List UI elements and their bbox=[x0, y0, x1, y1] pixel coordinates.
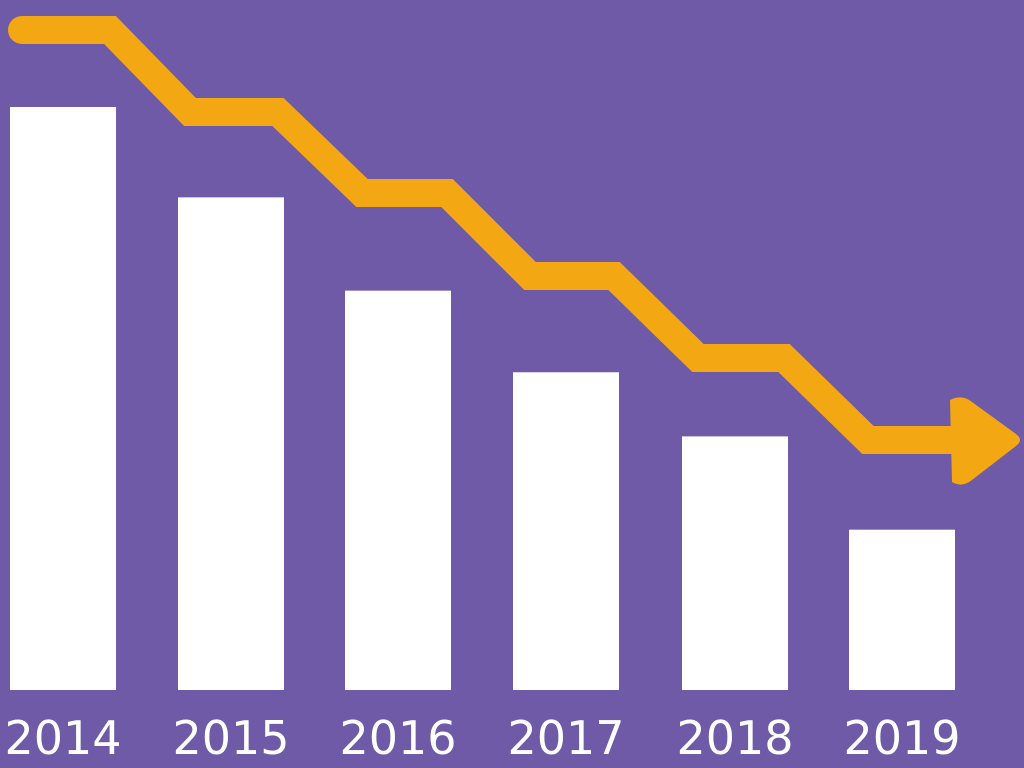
trend-arrow-line bbox=[8, 16, 974, 454]
x-tick-label-2015: 2015 bbox=[172, 711, 289, 765]
bar-2018 bbox=[682, 436, 788, 690]
trend-arrow bbox=[8, 16, 1020, 485]
x-tick-label-2016: 2016 bbox=[339, 711, 456, 765]
bar-2016 bbox=[345, 290, 451, 690]
down-step-arrow-icon bbox=[950, 397, 1020, 485]
x-tick-label-2019: 2019 bbox=[843, 711, 960, 765]
x-tick-labels: 2014 2015 2016 2017 2018 2019 bbox=[4, 711, 960, 765]
bar-2017 bbox=[513, 372, 619, 690]
x-tick-label-2014: 2014 bbox=[4, 711, 121, 765]
x-tick-label-2017: 2017 bbox=[507, 711, 624, 765]
bar-2014 bbox=[10, 107, 116, 690]
x-tick-label-2018: 2018 bbox=[676, 711, 793, 765]
bar-2019 bbox=[849, 529, 955, 690]
bar-2015 bbox=[178, 197, 284, 691]
bars-group bbox=[10, 107, 955, 691]
